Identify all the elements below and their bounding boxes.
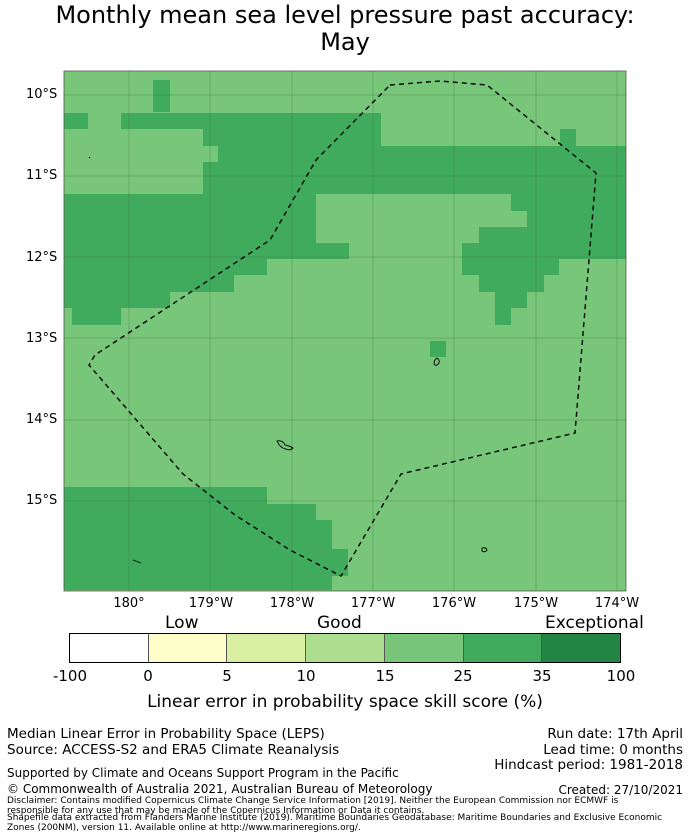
island-north xyxy=(433,357,440,366)
dark-skill-cell xyxy=(560,129,576,146)
dark-skill-cell xyxy=(64,113,88,129)
colorbar-segment xyxy=(384,634,464,662)
method-line: Median Linear Error in Probability Space… xyxy=(7,726,325,742)
created-date: Created: 27/10/2021 xyxy=(558,783,683,797)
disclaimer-line-1: Disclaimer: Contains modified Copernicus… xyxy=(7,796,619,806)
lat-label-10s: 10°S xyxy=(26,87,58,102)
dark-skill-cell xyxy=(121,113,381,129)
colorbar-segment xyxy=(542,634,621,662)
dark-skill-cell xyxy=(64,275,234,292)
lon-label-174w: 174°W xyxy=(594,596,640,611)
dark-skill-cell xyxy=(527,211,626,227)
dark-skill-cell xyxy=(64,504,316,520)
colorbar xyxy=(69,633,621,663)
dark-skill-cell xyxy=(218,146,626,162)
dark-skill-cell xyxy=(430,341,446,357)
dark-skill-cell xyxy=(64,259,267,275)
dark-skill-cell xyxy=(64,549,348,576)
map-frame xyxy=(63,70,627,592)
dark-skill-cell xyxy=(64,243,349,259)
subtitle-line: May xyxy=(320,28,370,56)
lat-label-14s: 14°S xyxy=(26,412,58,427)
colorbar-tick: 100 xyxy=(606,667,636,685)
dark-skill-cell xyxy=(72,308,121,325)
supported-line: Supported by Climate and Oceans Support … xyxy=(7,766,399,780)
dark-skill-cell xyxy=(64,194,316,243)
dark-skill-cell xyxy=(203,162,626,194)
colorbar-segment xyxy=(70,634,149,662)
lat-label-15s: 15°S xyxy=(26,493,58,508)
lat-label-12s: 12°S xyxy=(26,250,58,265)
shapefile-line-2: Zones (200NM), version 11. Available onl… xyxy=(7,823,361,833)
category-good: Good xyxy=(317,613,362,633)
category-exceptional: Exceptional xyxy=(545,613,644,633)
lon-label-180: 180° xyxy=(113,596,145,611)
dark-skill-cell xyxy=(64,520,332,549)
island-southwest xyxy=(132,559,142,564)
colorbar-tick: 10 xyxy=(296,667,316,685)
colorbar-tick: 15 xyxy=(375,667,395,685)
island-outlines xyxy=(88,156,488,564)
colorbar-tick: 25 xyxy=(453,667,473,685)
lon-label-177w: 177°W xyxy=(350,596,396,611)
dark-skill-cell xyxy=(479,275,544,292)
lead-time: Lead time: 0 months xyxy=(543,742,683,758)
lat-label-11s: 11°S xyxy=(26,168,58,183)
category-low: Low xyxy=(165,613,199,633)
disclaimer-line-2: responsible for any use that may be made… xyxy=(7,806,425,816)
colorbar-segment xyxy=(306,634,385,662)
lat-label-13s: 13°S xyxy=(26,331,58,346)
dark-skill-cell xyxy=(593,243,626,259)
colorbar-title: Linear error in probability space skill … xyxy=(147,692,543,712)
lon-label-178w: 178°W xyxy=(269,596,315,611)
colorbar-segment xyxy=(463,634,543,662)
colorbar-tick: -100 xyxy=(52,667,88,685)
lon-label-179w: 179°W xyxy=(188,596,234,611)
dark-skill-cell xyxy=(511,194,626,211)
shapefile-line-1: Shapefile data extracted from Flanders M… xyxy=(7,813,663,823)
dark-skill-cell xyxy=(479,227,626,243)
colorbar-segment xyxy=(227,634,307,662)
colorbar-segment xyxy=(148,634,228,662)
dark-skill-cell xyxy=(462,243,594,259)
dark-skill-cell xyxy=(495,292,527,308)
copyright-line: © Commonwealth of Australia 2021, Austra… xyxy=(7,782,433,796)
island-east xyxy=(481,547,488,553)
chart-title: Monthly mean sea level pressure past acc… xyxy=(0,2,690,56)
lon-label-175w: 175°W xyxy=(513,596,559,611)
dark-skill-cell xyxy=(495,308,511,325)
hindcast-period: Hindcast period: 1981-2018 xyxy=(494,757,683,773)
source-line: Source: ACCESS-S2 and ERA5 Climate Reana… xyxy=(7,742,340,758)
colorbar-tick: 35 xyxy=(532,667,552,685)
lon-label-176w: 176°W xyxy=(431,596,477,611)
eez-boundary xyxy=(88,80,597,577)
dark-skill-cell xyxy=(64,292,170,308)
colorbar-tick: 0 xyxy=(143,667,153,685)
dark-skill-cell xyxy=(64,487,267,504)
island-west xyxy=(276,440,294,451)
colorbar-tick: 5 xyxy=(222,667,232,685)
dark-skill-cell xyxy=(64,576,332,590)
run-date: Run date: 17th April xyxy=(547,726,683,742)
map-gridlines xyxy=(64,71,626,591)
dark-skill-cell xyxy=(153,80,170,112)
island-dot xyxy=(88,156,91,159)
skill-map xyxy=(63,70,627,592)
dark-skill-cell xyxy=(462,259,559,275)
title-line: Monthly mean sea level pressure past acc… xyxy=(55,1,635,29)
dark-skill-regions xyxy=(64,80,626,590)
